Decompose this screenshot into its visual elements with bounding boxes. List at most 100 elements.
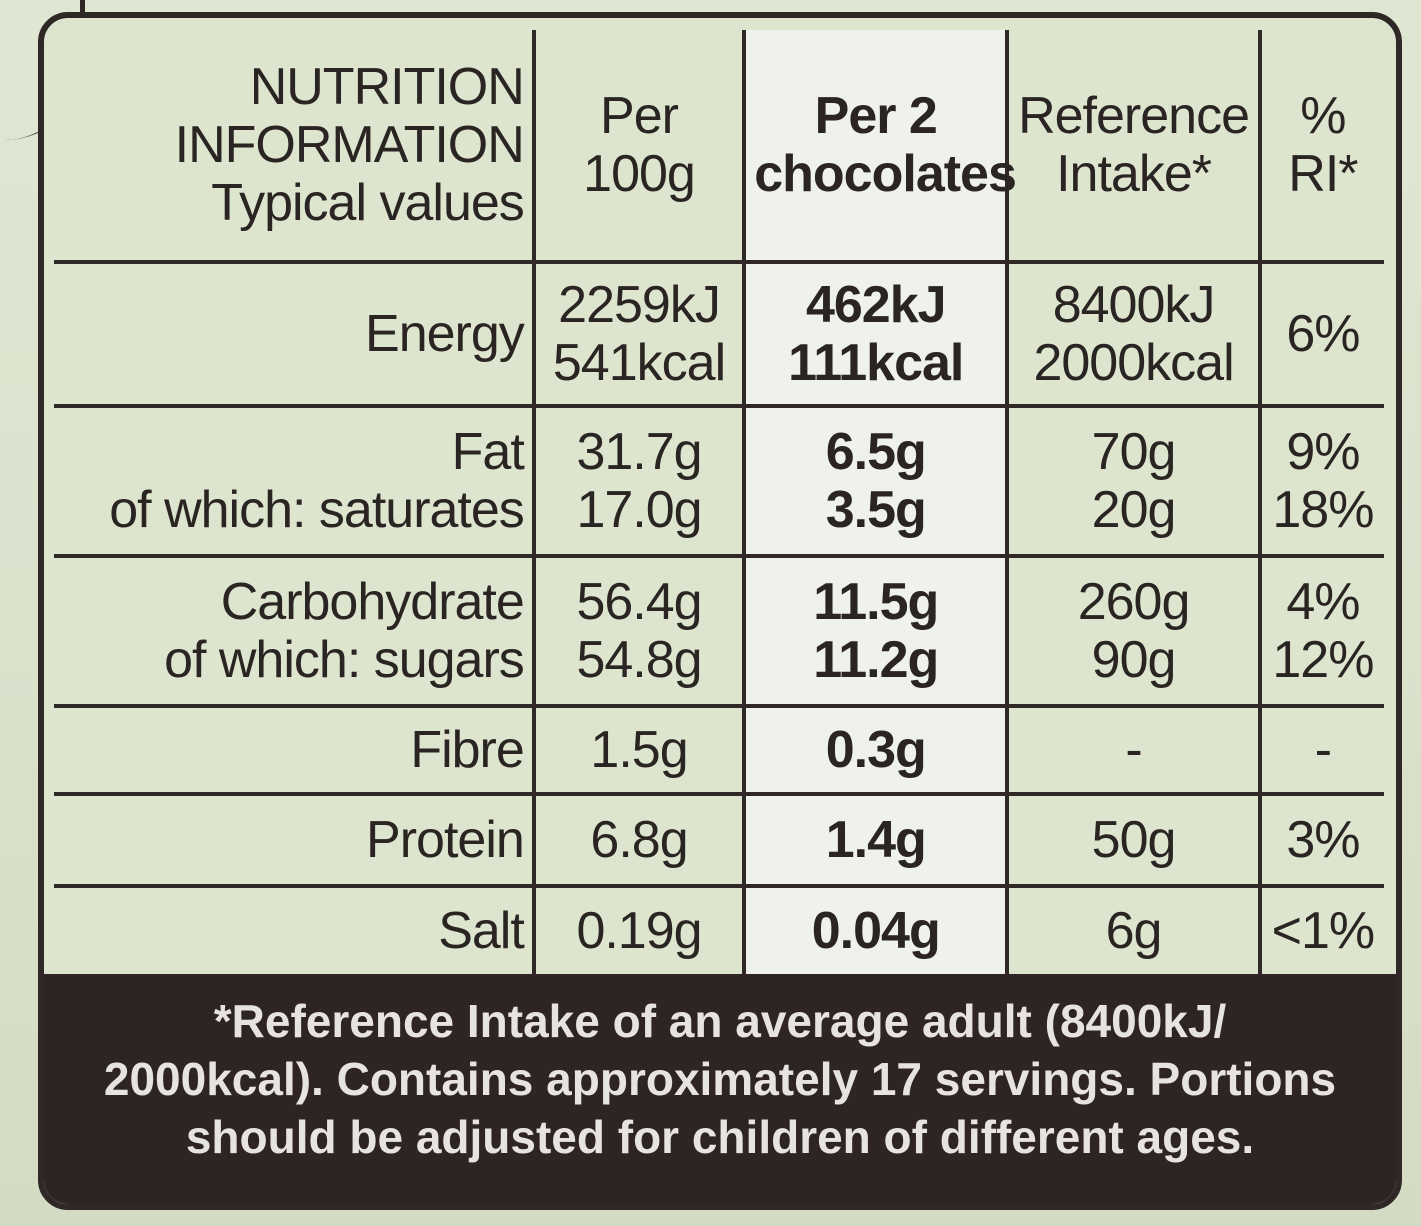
value: 6.8g (590, 810, 688, 869)
value: 2000kcal (1033, 334, 1234, 392)
table-row-fat: Fat of which: saturates 31.7g 17.0g 6.5g… (54, 404, 1384, 558)
value: 0.04g (811, 901, 941, 960)
nutrient-label: Fat (451, 422, 525, 481)
row-label-cell: Carbohydrate of which: sugars (54, 554, 536, 708)
per-100g-cell: 6.8g (531, 792, 747, 888)
header-row: NUTRITION INFORMATION Typical values Per… (54, 30, 1384, 264)
row-label-cell: Fibre (54, 704, 536, 796)
value: 54.8g (576, 631, 702, 689)
value: 0.3g (825, 720, 927, 779)
table-title-line: INFORMATION (174, 115, 525, 174)
nutrient-sublabel: of which: saturates (109, 481, 525, 539)
per-serving-cell: 0.04g (742, 884, 1010, 974)
value: 12% (1272, 631, 1374, 689)
value: 6% (1286, 304, 1360, 363)
percent-ri-cell: 9% 18% (1257, 404, 1384, 558)
nutrient-label: Carbohydrate (220, 572, 525, 631)
header-text: Per (600, 86, 679, 145)
reference-intake-cell: 260g 90g (1005, 554, 1262, 708)
reference-intake-cell: 8400kJ 2000kcal (1005, 260, 1262, 408)
header-text: Reference (1018, 86, 1250, 145)
per-serving-cell: 0.3g (742, 704, 1010, 796)
header-text: % (1300, 86, 1346, 145)
reference-intake-cell: - (1005, 704, 1262, 796)
nutrition-label: NUTRITION INFORMATION Typical values Per… (38, 12, 1402, 1210)
value: 90g (1091, 631, 1177, 689)
header-text: Intake* (1056, 145, 1212, 203)
footnote-line: *Reference Intake of an average adult (8… (213, 995, 1227, 1047)
per-100g-cell: 56.4g 54.8g (531, 554, 747, 708)
value: 462kJ (805, 275, 947, 334)
nutrient-label: Energy (365, 304, 525, 363)
value: 0.19g (576, 901, 702, 960)
percent-ri-cell: 6% (1257, 260, 1384, 408)
reference-intake-cell: 50g (1005, 792, 1262, 888)
nutrition-table: NUTRITION INFORMATION Typical values Per… (54, 30, 1384, 974)
row-label-cell: Energy (54, 260, 536, 408)
reference-intake-cell: 70g 20g (1005, 404, 1262, 558)
percent-ri-cell: 3% (1257, 792, 1384, 888)
per-serving-cell: 11.5g 11.2g (742, 554, 1010, 708)
reference-intake-footnote: *Reference Intake of an average adult (8… (44, 974, 1396, 1204)
value: 6.5g (825, 422, 927, 481)
table-row-salt: Salt 0.19g 0.04g 6g <1% (54, 884, 1384, 974)
table-row-fibre: Fibre 1.5g 0.3g - - (54, 704, 1384, 796)
header-text: chocolates (754, 145, 1017, 203)
percent-ri-cell: 4% 12% (1257, 554, 1384, 708)
value: 2259kJ (558, 275, 721, 334)
nutrient-sublabel: of which: sugars (164, 631, 525, 689)
value: 3.5g (825, 481, 927, 539)
per-serving-cell: 462kJ 111kcal (742, 260, 1010, 408)
row-label-cell: Protein (54, 792, 536, 888)
value: 8400kJ (1052, 275, 1216, 334)
value: 17.0g (576, 481, 702, 539)
header-text: 100g (583, 145, 696, 203)
value: 1.4g (825, 810, 927, 869)
value: 11.5g (813, 572, 939, 631)
value: 260g (1077, 572, 1191, 631)
nutrition-table-area: NUTRITION INFORMATION Typical values Per… (54, 30, 1384, 974)
row-label-cell: Fat of which: saturates (54, 404, 536, 558)
per-100g-cell: 31.7g 17.0g (531, 404, 747, 558)
header-per-serving: Per 2 chocolates (742, 30, 1017, 264)
footnote-line: 2000kcal). Contains approximately 17 ser… (103, 1053, 1337, 1105)
value: 6g (1105, 901, 1163, 960)
table-title-line: Typical values (211, 174, 525, 233)
per-100g-cell: 1.5g (531, 704, 747, 796)
value: 11.2g (813, 631, 939, 689)
value: 31.7g (576, 422, 702, 481)
table-title-line: NUTRITION (249, 57, 525, 116)
nutrient-label: Salt (438, 901, 525, 960)
value: - (1314, 720, 1332, 779)
header-text: RI* (1288, 145, 1358, 203)
value: 18% (1272, 481, 1374, 539)
nutrient-label: Fibre (410, 720, 524, 779)
percent-ri-cell: - (1257, 704, 1384, 796)
table-title-cell: NUTRITION INFORMATION Typical values (54, 30, 536, 264)
table-row-carbohydrate: Carbohydrate of which: sugars 56.4g 54.8… (54, 554, 1384, 708)
value: 20g (1091, 481, 1177, 539)
value: 4% (1286, 572, 1360, 631)
value: <1% (1271, 901, 1376, 960)
value: 56.4g (576, 572, 702, 631)
footnote-line: should be adjusted for children of diffe… (185, 1111, 1255, 1163)
table-row-energy: Energy 2259kJ 541kcal 462kJ 111kcal 8400… (54, 260, 1384, 408)
header-per-100g: Per 100g (531, 30, 747, 264)
value: - (1125, 720, 1142, 779)
row-label-cell: Salt (54, 884, 536, 974)
per-100g-cell: 0.19g (531, 884, 747, 974)
value: 541kcal (552, 334, 726, 392)
value: 3% (1286, 810, 1360, 869)
table-row-protein: Protein 6.8g 1.4g 50g 3% (54, 792, 1384, 888)
value: 9% (1286, 422, 1360, 481)
nutrient-label: Protein (366, 810, 525, 869)
per-serving-cell: 6.5g 3.5g (742, 404, 1010, 558)
value: 1.5g (590, 720, 688, 779)
value: 50g (1091, 810, 1177, 869)
per-100g-cell: 2259kJ 541kcal (531, 260, 747, 408)
per-serving-cell: 1.4g (742, 792, 1010, 888)
percent-ri-cell: <1% (1257, 884, 1384, 974)
header-text: Per 2 (814, 86, 938, 145)
reference-intake-cell: 6g (1005, 884, 1262, 974)
value: 111kcal (788, 334, 964, 392)
